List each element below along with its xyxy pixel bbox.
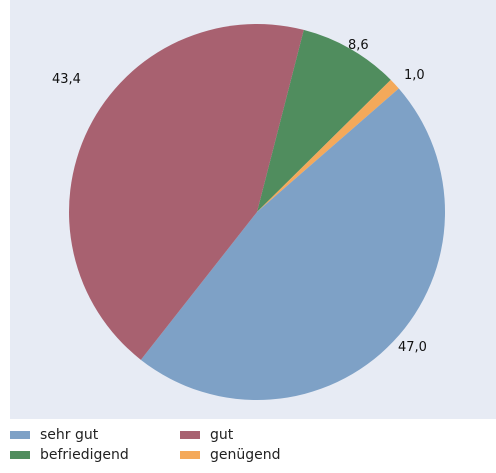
pie-slice-genuegend xyxy=(257,79,399,213)
slice-label-sehr-gut: 47,0 xyxy=(398,340,427,355)
pie-slice-gut xyxy=(69,24,304,360)
legend-item-befriedigend: befriedigend xyxy=(10,447,129,463)
legend-label-genuegend: genügend xyxy=(210,447,281,463)
slice-label-genuegend: 1,0 xyxy=(404,68,425,83)
slice-label-befriedigend: 8,6 xyxy=(348,38,369,53)
legend-swatch-sehr-gut xyxy=(10,431,30,439)
pie-chart: 47,0 43,4 8,6 1,0 xyxy=(52,24,446,401)
legend-label-sehr-gut: sehr gut xyxy=(40,427,99,443)
legend-swatch-genuegend xyxy=(180,451,200,459)
pie-value-labels: 47,0 43,4 8,6 1,0 xyxy=(52,38,427,355)
pie-slices xyxy=(69,24,446,401)
legend-label-gut: gut xyxy=(210,427,234,443)
legend: sehr gut gut befriedigend genügend xyxy=(10,427,490,471)
legend-item-gut: gut xyxy=(180,427,233,443)
legend-label-befriedigend: befriedigend xyxy=(40,447,129,463)
pie-slice-sehr-gut xyxy=(140,88,446,401)
slice-label-gut: 43,4 xyxy=(52,72,81,87)
legend-swatch-befriedigend xyxy=(10,451,30,459)
legend-swatch-gut xyxy=(180,431,200,439)
legend-item-genuegend: genügend xyxy=(180,447,281,463)
legend-item-sehr-gut: sehr gut xyxy=(10,427,98,443)
pie-slice-befriedigend xyxy=(257,29,391,212)
